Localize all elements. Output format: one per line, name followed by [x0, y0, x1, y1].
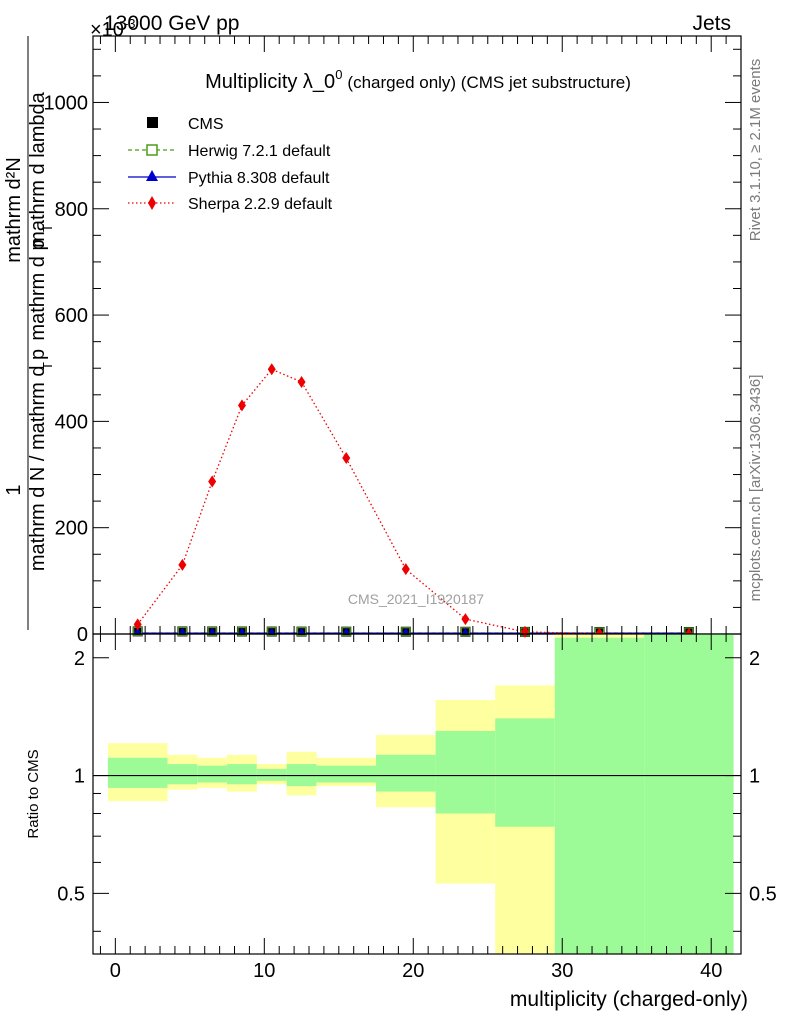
ratio-band-inner — [644, 634, 734, 954]
sherpa-point — [521, 625, 529, 638]
sherpa-point — [342, 452, 351, 465]
pythia-point — [342, 627, 351, 635]
y-tick-label: 1000 — [44, 92, 89, 114]
sherpa-point — [267, 363, 276, 376]
ratio-y-tick-label-left: 2 — [74, 648, 85, 670]
legend-label-pythia: Pythia 8.308 default — [188, 170, 330, 187]
y-label-pt: mathrm d p — [27, 239, 49, 340]
plot-title-suffix: (charged only) (CMS jet substructure) — [347, 73, 630, 92]
x-axis-label: multiplicity (charged-only) — [510, 988, 748, 1011]
y-tick-label: 0 — [77, 624, 88, 646]
pythia-point — [208, 627, 217, 635]
analysis-watermark: CMS_2021_I1920187 — [348, 591, 484, 607]
sherpa-point — [461, 613, 470, 626]
plot-title: Multiplicity λ_00 (charged only) (CMS jet… — [205, 67, 631, 93]
legend-marker-herwig — [146, 144, 158, 156]
y-label-pt-subscript-2: T — [40, 362, 55, 370]
plot-title-main: Multiplicity λ_0 — [205, 71, 335, 93]
ratio-plot-frame — [92, 633, 742, 955]
y-tick-label: 600 — [55, 305, 88, 327]
y-tick-label: 800 — [55, 199, 88, 221]
main-x-ticks — [99, 36, 727, 634]
sherpa-point — [133, 618, 142, 631]
ratio-y-tick-label-right: 2 — [749, 648, 760, 670]
y-label-top: mathrm d²N — [3, 157, 25, 263]
legend: CMS Herwig 7.2.1 default Pythia 8.308 de… — [128, 116, 333, 213]
legend-label-sherpa: Sherpa 2.2.9 default — [188, 196, 333, 213]
ratio-band-inner — [256, 768, 287, 781]
ratio-band-inner — [107, 757, 168, 788]
main-y-axis-label: 1 mathrm d N / mathrm d p mathrm d²N mat… — [3, 36, 55, 630]
y-tick-label: 400 — [55, 411, 88, 433]
sherpa-point — [401, 563, 410, 576]
legend-marker-pythia — [146, 170, 158, 181]
pythia-point — [178, 627, 187, 635]
x-tick-label: 30 — [551, 960, 573, 982]
x-tick-label: 40 — [700, 960, 722, 982]
ratio-x-ticks: 0 10 20 30 40 — [99, 634, 727, 982]
ratio-y-tick-label-left: 1 — [74, 766, 85, 788]
y-label-pt-subscript: T — [40, 224, 55, 232]
ratio-band-inner — [554, 637, 645, 954]
y-tick-label: 200 — [55, 518, 88, 540]
ratio-y-tick-label-right: 0.5 — [749, 883, 777, 905]
pythia-point — [297, 627, 306, 635]
sherpa-point — [237, 399, 246, 412]
main-plot-panel: 0 200 400 600 800 1000 — [44, 35, 742, 646]
ratio-band-inner — [227, 764, 257, 785]
energy-label: 13000 GeV pp — [104, 12, 239, 35]
rivet-version-label: Rivet 3.1.10, ≥ 2.1M events — [747, 59, 764, 242]
ratio-plot-panel: 0.5 0.5 1 1 2 2 0 10 20 30 40 — [57, 633, 777, 982]
ratio-y-tick-label-right: 1 — [749, 766, 760, 788]
pythia-point — [461, 627, 470, 635]
ratio-band-inner — [197, 765, 228, 783]
mcplots-label: mcplots.cern.ch [arXiv:1306.3436] — [747, 375, 764, 602]
legend-label-herwig: Herwig 7.2.1 default — [188, 143, 331, 160]
y-label-fraction-numerator: 1 — [3, 484, 25, 495]
pythia-point — [401, 627, 410, 635]
y-exponent-base: ×10 — [90, 19, 124, 41]
sherpa-point — [208, 475, 217, 488]
x-tick-label: 20 — [402, 960, 424, 982]
ratio-band-inner — [435, 730, 496, 814]
ratio-y-ticks: 0.5 0.5 1 1 2 2 — [57, 648, 777, 932]
legend-marker-cms — [147, 117, 158, 128]
legend-marker-sherpa — [148, 196, 156, 210]
pythia-point — [133, 627, 142, 635]
x-tick-label: 10 — [253, 960, 275, 982]
y-label-denominator: mathrm d N / mathrm d p — [27, 349, 49, 571]
process-label: Jets — [692, 12, 731, 35]
sherpa-line — [137, 368, 689, 635]
y-exponent-label: ×10-3 — [90, 16, 136, 41]
sherpa-point — [297, 376, 306, 389]
pythia-point — [267, 627, 276, 635]
ratio-band-inner — [495, 718, 555, 827]
plot-title-superscript: 0 — [335, 67, 342, 82]
pythia-point — [237, 627, 246, 635]
main-y-ticks: 0 200 400 600 800 1000 — [44, 48, 741, 646]
y-label-differential: mathrm d lambda — [27, 91, 49, 247]
ratio-bands — [107, 634, 734, 954]
legend-label-cms: CMS — [188, 116, 224, 133]
x-tick-label: 0 — [110, 960, 121, 982]
ratio-band-inner — [167, 764, 198, 785]
ratio-y-axis-label: Ratio to CMS — [25, 749, 42, 838]
ratio-band-inner — [316, 765, 377, 783]
y-exponent-power: -3 — [124, 16, 136, 31]
ratio-band-inner — [376, 754, 436, 792]
sherpa-point — [178, 558, 187, 571]
ratio-y-tick-label-left: 0.5 — [57, 883, 85, 905]
